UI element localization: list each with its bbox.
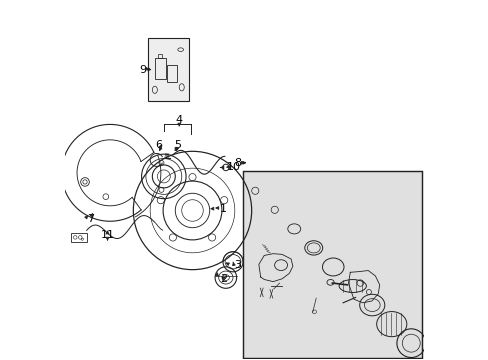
- Text: 3: 3: [233, 260, 240, 270]
- Bar: [167, 64, 176, 82]
- Bar: [147, 39, 188, 101]
- Text: 2: 2: [220, 274, 227, 284]
- Bar: [158, 54, 162, 58]
- Text: 6: 6: [155, 140, 162, 150]
- Bar: [71, 233, 86, 242]
- Text: 5: 5: [174, 140, 181, 150]
- Text: 1: 1: [220, 204, 226, 214]
- Text: 7: 7: [87, 215, 94, 224]
- Text: 10: 10: [227, 162, 241, 172]
- Text: 9: 9: [139, 64, 145, 75]
- Text: 8: 8: [233, 158, 241, 168]
- Text: 11: 11: [101, 230, 114, 239]
- Bar: [155, 58, 165, 79]
- Text: 4: 4: [175, 115, 183, 125]
- Bar: [242, 171, 421, 357]
